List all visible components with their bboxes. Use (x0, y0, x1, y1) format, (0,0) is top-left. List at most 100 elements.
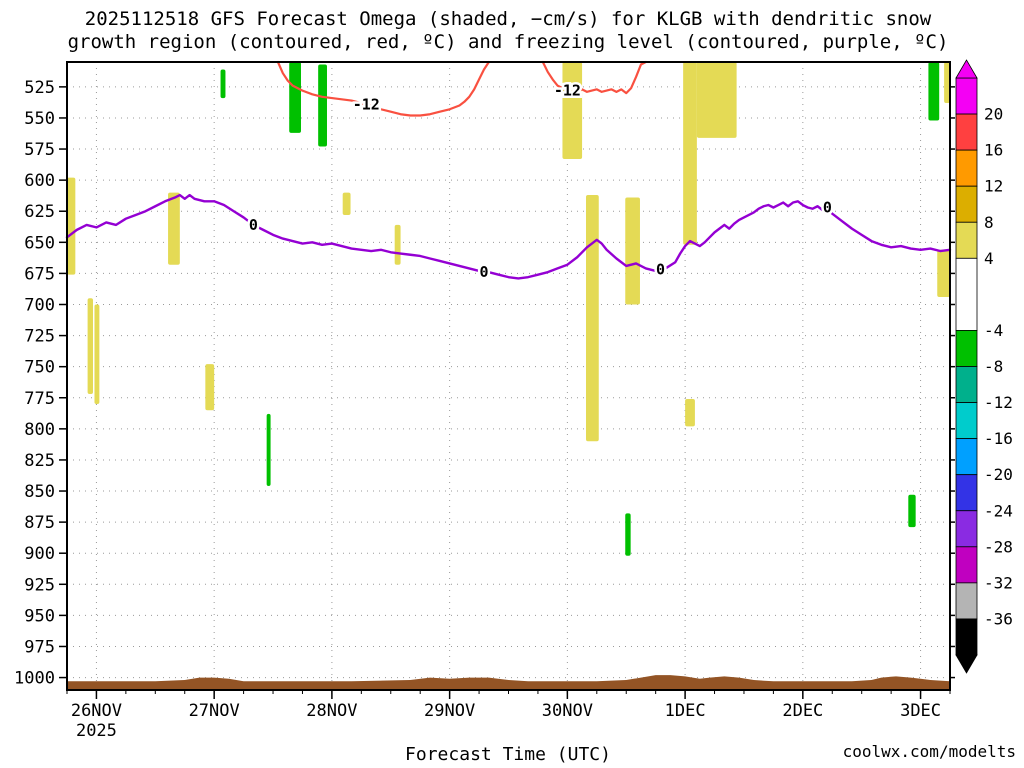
colorbar-segment (955, 149, 978, 187)
omega-shaded-region-yellow (87, 298, 93, 395)
colorbar-segment (955, 474, 978, 512)
colorbar-label: -4 (984, 321, 1003, 340)
omega-shaded-region-yellow (625, 197, 640, 305)
y-tick-label: 950 (24, 606, 55, 626)
colorbar-label: 4 (984, 249, 994, 268)
y-tick-label: 725 (24, 327, 55, 347)
x-tick-label: 3DEC (900, 701, 941, 721)
omega-shaded-region-yellow (683, 62, 697, 245)
dendritic-growth-contour (541, 60, 647, 95)
colorbar-segment (955, 438, 978, 476)
colorbar-arrow-up (955, 59, 978, 79)
contour-label: -12 (353, 95, 380, 113)
omega-shaded-region-yellow (342, 192, 351, 215)
y-tick-label: 575 (24, 140, 55, 160)
x-axis-year-label: 2025 (76, 721, 117, 741)
colorbar-label: -20 (984, 465, 1013, 484)
x-tick-label: 27NOV (189, 701, 240, 721)
omega-shaded-region-yellow (205, 364, 215, 411)
y-tick-label: 550 (24, 109, 55, 129)
colorbar-label: 8 (984, 213, 994, 232)
colorbar-layer: 20 16 12 8 4 -4 -8 -12 -16 -20 -24 -28 -32 -36 (955, 59, 1013, 674)
omega-shading-layer (67, 62, 950, 556)
colorbar-segment (955, 402, 978, 440)
omega-shaded-region-yellow (67, 177, 76, 275)
y-tick-label: 700 (24, 295, 55, 315)
y-tick-label: 975 (24, 637, 55, 657)
y-tick-label: 675 (24, 264, 55, 284)
x-tick-label: 2DEC (782, 701, 823, 721)
omega-shaded-region-green (908, 494, 916, 528)
contour-layer: 0 0 0 0 -12 -12 (65, 60, 952, 284)
colorbar-segment (955, 618, 978, 656)
y-tick-label: 825 (24, 451, 55, 471)
omega-shaded-region-yellow (944, 62, 950, 104)
x-tick-label: 30NOV (542, 701, 593, 721)
chart-title-line-1: 2025112518 GFS Forecast Omega (shaded, −… (85, 8, 932, 30)
omega-shaded-region-green (318, 64, 327, 147)
y-tick-label: 875 (24, 513, 55, 533)
colorbar-label: -24 (984, 501, 1013, 520)
colorbar-segment (955, 257, 978, 331)
omega-shaded-region-yellow (394, 224, 401, 265)
x-tick-label: 26NOV (71, 701, 122, 721)
omega-shaded-region-yellow (586, 195, 599, 442)
omega-shaded-region-yellow (562, 62, 583, 159)
contour-label: 0 (656, 261, 665, 279)
colorbar-segment (955, 366, 978, 403)
omega-shaded-region-green (266, 413, 271, 487)
colorbar-segment (955, 113, 978, 151)
terrain-surface (67, 675, 950, 690)
colorbar-segment (955, 582, 978, 620)
colorbar-label: 20 (984, 105, 1003, 124)
y-tick-label: 650 (24, 233, 55, 253)
omega-shaded-region-yellow (696, 62, 737, 138)
omega-shaded-region-yellow (94, 304, 100, 404)
omega-shaded-region-green (289, 62, 301, 133)
colorbar-segment (955, 546, 978, 584)
terrain-layer (67, 675, 950, 690)
contour-label: 0 (823, 198, 832, 216)
colorbar-label: -12 (984, 393, 1013, 412)
chart-title-line-2: growth region (contoured, red, ºC) and f… (68, 31, 949, 53)
watermark-text: coolwx.com/modelts (843, 742, 1016, 761)
plot-border (66, 61, 951, 691)
omega-shaded-region-yellow (685, 399, 695, 427)
y-tick-label: 625 (24, 202, 55, 222)
y-tick-label: 800 (24, 420, 55, 440)
contour-label: -12 (554, 82, 581, 100)
axes-layer: 525 550 575 600 625 650 675 700 725 750 775 800 825 8… (14, 61, 955, 741)
omega-shaded-region-yellow (937, 249, 950, 298)
contour-label: 0 (479, 263, 488, 281)
colorbar-label: -16 (984, 429, 1013, 448)
colorbar-segment (955, 185, 978, 223)
y-tick-label: 900 (24, 544, 55, 564)
colorbar-segment (955, 510, 978, 548)
x-tick-label: 1DEC (665, 701, 706, 721)
freezing-level-contour (65, 193, 952, 280)
x-tick-label: 28NOV (306, 701, 357, 721)
dendritic-growth-contour (276, 60, 490, 117)
y-tick-label: 600 (24, 171, 55, 191)
omega-shaded-region-yellow (168, 192, 180, 265)
y-tick-label: 850 (24, 482, 55, 502)
colorbar-segment (955, 77, 978, 115)
grid-layer (67, 62, 950, 690)
omega-shaded-region-green (625, 513, 631, 556)
x-tick-label: 29NOV (424, 701, 475, 721)
colorbar-label: 16 (984, 141, 1003, 160)
colorbar-segment (955, 221, 978, 259)
colorbar-label: -32 (984, 573, 1013, 592)
y-tick-label: 525 (24, 78, 55, 98)
y-tick-label: 775 (24, 389, 55, 409)
colorbar-label: -8 (984, 357, 1003, 376)
colorbar-label: 12 (984, 177, 1003, 196)
colorbar-label: -28 (984, 537, 1013, 556)
colorbar-label: -36 (984, 609, 1013, 628)
contour-label: 0 (249, 216, 258, 234)
colorbar-arrow-down (955, 654, 978, 674)
colorbar-segment (955, 330, 978, 367)
x-axis-title: Forecast Time (UTC) (405, 744, 611, 765)
